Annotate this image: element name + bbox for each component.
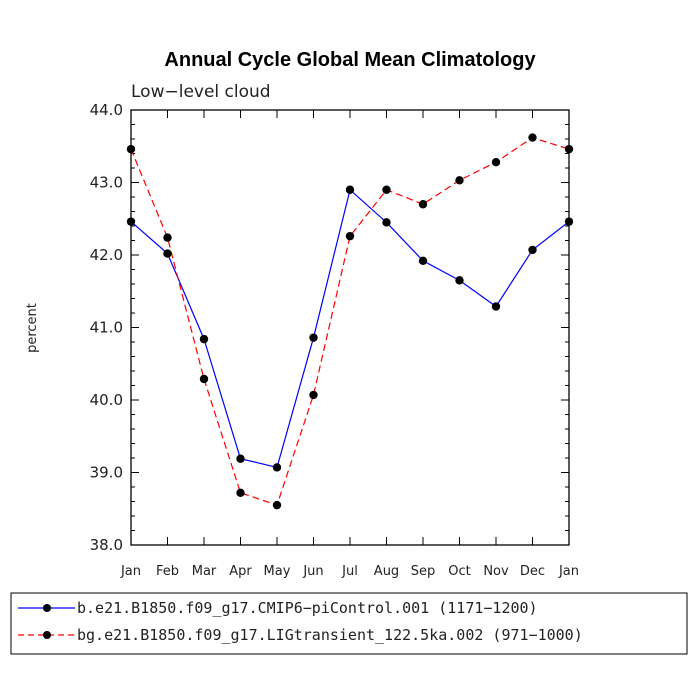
x-tick-label: Nov	[483, 564, 509, 579]
y-tick-label: 38.0	[90, 536, 123, 554]
y-axis-label: percent	[25, 303, 40, 353]
series-0-point	[455, 276, 464, 285]
x-tick-label: May	[264, 564, 291, 579]
series-line-0	[130, 188, 570, 469]
series-1-point	[126, 144, 136, 154]
x-tick-label: Feb	[156, 564, 179, 579]
x-tick-label: Jan	[120, 564, 141, 579]
series-1-point	[491, 158, 501, 167]
y-tick-label: 42.0	[90, 246, 123, 264]
series-layer	[126, 133, 574, 510]
series-0-point	[126, 217, 136, 226]
legend-label-piControl: b.e21.B1850.f09_g17.CMIP6−piControl.001 …	[77, 599, 538, 617]
x-tick-label: Jul	[341, 564, 358, 579]
legend-box	[10, 592, 688, 655]
y-ticks: 38.0 39.0 40.0 41.0 42.0 43.0 44.0	[90, 101, 569, 554]
series-1-point	[163, 233, 172, 242]
x-ticks: Jan Feb Mar Apr May Jun Jul Aug Sep Oct Nov Dec Jan	[120, 110, 579, 579]
legend: b.e21.B1850.f09_g17.CMIP6−piControl.001 …	[10, 592, 688, 655]
plot-frame	[130, 109, 570, 546]
series-1-point	[564, 144, 574, 154]
series-1-point	[199, 374, 209, 384]
x-tick-label: Jun	[302, 564, 323, 579]
legend-marker-LIGtransient	[43, 631, 51, 639]
x-tick-label: Dec	[520, 564, 545, 579]
series-0-point	[236, 454, 245, 463]
series-0-point	[309, 333, 318, 342]
plot-axes	[130, 109, 570, 546]
series-1-point	[345, 231, 355, 241]
x-tick-label: Jan	[558, 564, 579, 579]
chart-subtitle: Low−level cloud	[131, 82, 271, 102]
x-tick-label: Sep	[411, 564, 436, 579]
series-1-point	[455, 176, 464, 185]
series-0-point	[564, 217, 574, 226]
x-tick-label: Aug	[374, 564, 399, 579]
series-0-point	[199, 334, 209, 344]
series-1-point	[382, 185, 391, 194]
x-tick-label: Oct	[448, 564, 470, 579]
y-tick-label: 44.0	[90, 101, 123, 119]
series-0-point	[272, 463, 282, 472]
legend-marker-piControl	[43, 604, 51, 612]
series-0-point	[345, 185, 355, 194]
chart-title: Annual Cycle Global Mean Climatology	[164, 49, 536, 71]
series-0-point	[382, 218, 391, 227]
y-tick-label: 40.0	[90, 391, 123, 409]
series-0-point	[418, 256, 428, 265]
series-1-point	[528, 133, 537, 142]
series-0-point	[163, 249, 172, 258]
x-tick-label: Apr	[229, 564, 252, 579]
y-tick-label: 41.0	[90, 319, 123, 337]
series-1-point	[272, 500, 282, 510]
series-0-point	[528, 245, 537, 255]
series-1-point	[418, 200, 428, 209]
legend-label-LIGtransient: bg.e21.B1850.f09_g17.LIGtransient_122.5k…	[77, 626, 583, 644]
series-1-point	[236, 488, 245, 497]
x-tick-label: Mar	[192, 564, 217, 579]
y-tick-label: 43.0	[90, 174, 123, 192]
series-1-point	[309, 390, 318, 400]
series-0-point	[491, 302, 501, 311]
y-tick-label: 39.0	[90, 464, 123, 482]
